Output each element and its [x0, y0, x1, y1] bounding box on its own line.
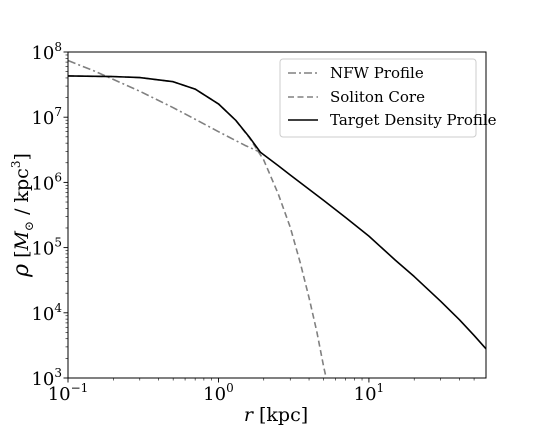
y-tick-label: 105	[31, 236, 62, 260]
legend-label-soliton: Soliton Core	[330, 88, 425, 106]
series-line-nfw-profile	[68, 59, 261, 153]
y-tick-label: 106	[31, 170, 62, 194]
y-axis-label-sun-subscript: ⊙	[22, 221, 36, 231]
x-axis-label-unit: [kpc]	[259, 404, 308, 426]
series-layer	[68, 59, 486, 378]
y-axis-label-open: [	[11, 251, 33, 258]
ticks-layer: 10−1 100 101 103 104 105 106 107 108	[31, 40, 475, 405]
x-tick-label: 10−1	[48, 381, 89, 405]
y-axis-label-close: ]	[11, 153, 33, 160]
y-tick-label: 103	[31, 366, 62, 390]
legend-box	[279, 58, 477, 138]
y-axis-label-exponent: 3	[9, 161, 23, 169]
y-tick-label: 104	[31, 301, 62, 325]
y-tick-label: 108	[31, 40, 62, 64]
x-tick-label: 101	[354, 381, 385, 405]
y-axis-label: ρ [M⊙ / kpc3]	[9, 153, 36, 278]
y-tick-label: 107	[31, 105, 62, 129]
series-line-target-density-profile	[68, 75, 486, 350]
y-axis-label-symbol: ρ	[9, 264, 34, 278]
x-axis-label-symbol: r	[244, 404, 255, 426]
legend-label-nfw: NFW Profile	[330, 64, 424, 82]
x-tick-label: 100	[203, 381, 234, 405]
x-axis-label: r [kpc]	[244, 404, 308, 426]
y-axis-label-unit: / kpc	[11, 168, 33, 221]
plot-area-frame	[67, 51, 487, 379]
legend: NFW Profile Soliton Core Target Density …	[279, 58, 497, 138]
y-axis-label-mass: M	[11, 231, 33, 252]
legend-label-target: Target Density Profile	[330, 111, 497, 129]
